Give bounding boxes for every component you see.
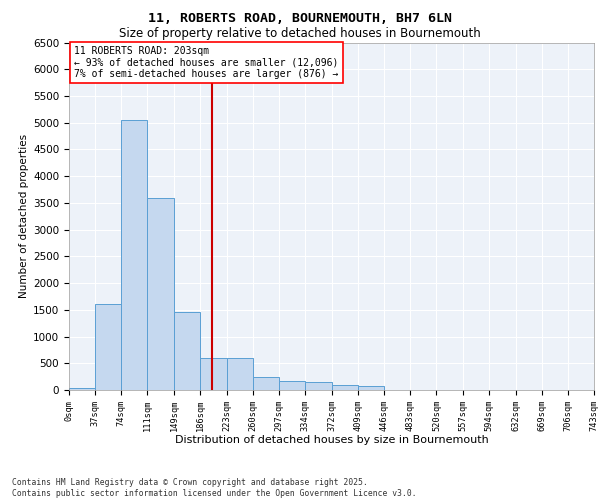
Bar	[148, 198, 174, 390]
Bar	[253, 376, 279, 390]
Text: 11, ROBERTS ROAD, BOURNEMOUTH, BH7 6LN: 11, ROBERTS ROAD, BOURNEMOUTH, BH7 6LN	[148, 12, 452, 26]
Bar	[200, 358, 227, 390]
Bar	[358, 386, 384, 390]
Bar	[174, 312, 200, 390]
Bar	[227, 358, 253, 390]
Bar	[279, 380, 305, 390]
Bar	[121, 120, 148, 390]
Text: 11 ROBERTS ROAD: 203sqm
← 93% of detached houses are smaller (12,096)
7% of semi: 11 ROBERTS ROAD: 203sqm ← 93% of detache…	[74, 46, 338, 79]
Bar	[332, 384, 358, 390]
Bar	[69, 388, 95, 390]
Bar	[95, 304, 121, 390]
Bar	[305, 382, 332, 390]
Text: Size of property relative to detached houses in Bournemouth: Size of property relative to detached ho…	[119, 28, 481, 40]
X-axis label: Distribution of detached houses by size in Bournemouth: Distribution of detached houses by size …	[175, 436, 488, 446]
Y-axis label: Number of detached properties: Number of detached properties	[19, 134, 29, 298]
Text: Contains HM Land Registry data © Crown copyright and database right 2025.
Contai: Contains HM Land Registry data © Crown c…	[12, 478, 416, 498]
